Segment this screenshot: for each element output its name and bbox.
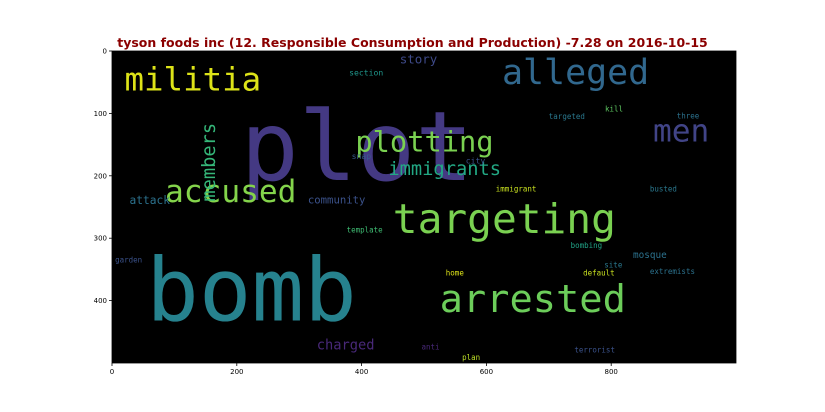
word-garden: garden [115,256,142,265]
y-tick-label: 400 [94,297,107,305]
word-arrested: arrested [440,277,626,322]
x-tick-label: 0 [110,368,114,376]
word-extremists: extremists [650,267,695,276]
word-targeting: targeting [393,195,616,243]
x-tick-label: 400 [355,368,368,376]
word-three: three [677,111,700,120]
word-attack: attack [130,194,171,207]
x-tick-label: 200 [230,368,243,376]
word-kill: kill [605,105,623,114]
word-militia: militia [125,60,262,98]
word-immigrant: immigrant [496,184,537,193]
word-snap: snap [352,151,372,161]
y-tick-label: 300 [94,235,107,243]
x-tick-label: 600 [480,368,493,376]
word-bombing: bombing [571,241,603,250]
word-targeted: targeted [549,112,585,121]
word-story: story [400,52,438,67]
word-section: section [349,67,383,77]
word-city: city [466,155,486,165]
word-plotting: plotting [355,125,493,159]
word-bomb: bomb [146,240,356,342]
word-accused: accused [165,174,296,210]
word-charged: charged [317,337,375,353]
word-busted: busted [650,184,677,193]
wordcloud-svg: plotbomballegedtargetingarrestedmilitiaa… [115,52,709,362]
word-mosque: mosque [633,250,667,261]
word-terrorist: terrorist [574,345,615,354]
y-tick-label: 200 [94,172,107,180]
wordcloud-plot-area: plot bomb alleged targeting arrested militia a… [112,51,736,363]
word-anti: anti [422,342,440,351]
y-tick-label: 100 [94,110,107,118]
x-tick-label: 800 [605,368,618,376]
word-template: template [347,226,384,235]
chart-title: tyson foods inc (12. Responsible Consump… [117,35,708,50]
word-default: default [583,269,615,278]
word-members: members [199,123,220,202]
word-home: home [446,269,465,278]
word-plan: plan [462,353,480,362]
word-alleged: alleged [502,53,649,93]
word-community: community [308,193,366,206]
